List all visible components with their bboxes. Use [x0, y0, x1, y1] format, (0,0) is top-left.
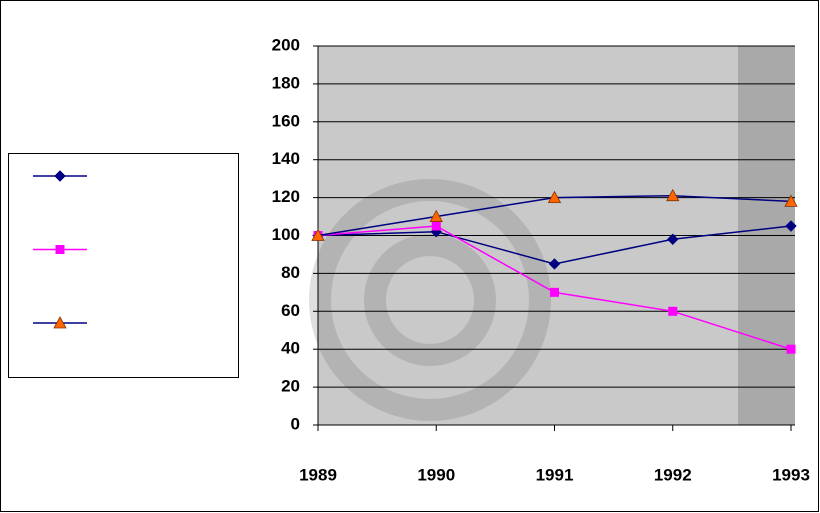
legend-marker — [55, 245, 65, 254]
y-tick-label: 180 — [272, 73, 300, 92]
watermark — [309, 179, 551, 421]
marker — [668, 306, 678, 316]
y-tick-label: 200 — [272, 35, 300, 54]
x-tick-label: 1990 — [417, 465, 455, 484]
y-tick-label: 160 — [272, 111, 300, 130]
y-tick-label: 60 — [281, 301, 300, 320]
y-tick-label: 100 — [272, 225, 300, 244]
marker — [785, 220, 797, 232]
marker — [550, 287, 559, 297]
marker — [547, 190, 562, 204]
y-tick-label: 140 — [272, 149, 300, 168]
y-tick-label: 40 — [281, 339, 300, 358]
legend-box — [8, 153, 239, 378]
marker — [667, 233, 679, 245]
marker — [311, 228, 325, 241]
marker — [429, 209, 443, 222]
x-tick-label: 1991 — [536, 465, 574, 484]
y-tick-label: 120 — [272, 187, 300, 206]
y-tick-label: 0 — [291, 414, 300, 433]
y-tick-label: 80 — [281, 263, 300, 282]
legend-marker — [53, 316, 67, 329]
marker — [548, 258, 561, 270]
x-tick-label: 1989 — [299, 465, 337, 484]
legend-marker — [54, 170, 66, 182]
marker — [784, 194, 798, 207]
marker — [431, 221, 441, 231]
marker — [786, 344, 796, 354]
marker — [666, 188, 680, 202]
y-tick-label: 20 — [281, 377, 300, 396]
x-tick-label: 1993 — [772, 465, 810, 484]
x-tick-label: 1992 — [654, 465, 692, 484]
